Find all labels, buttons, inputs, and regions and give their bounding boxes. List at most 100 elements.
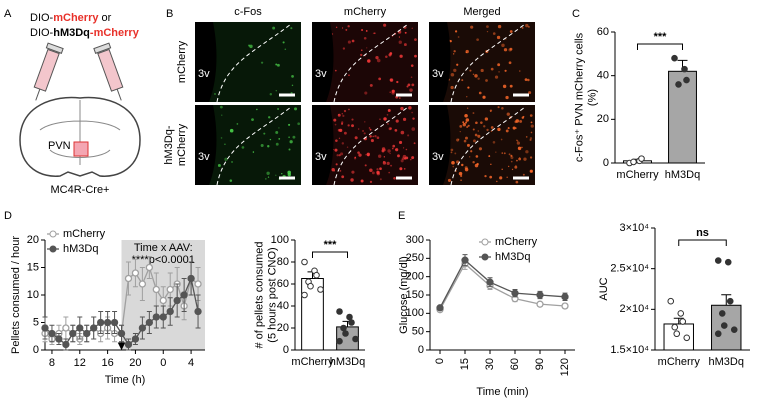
- signal-dot: [515, 164, 517, 167]
- column-label: c-Fos: [234, 6, 262, 18]
- signal-dot: [412, 117, 415, 120]
- signal-dot: [410, 64, 414, 67]
- data-point: [348, 319, 355, 326]
- region-label: 3v: [198, 151, 210, 163]
- signal-dot: [399, 97, 401, 99]
- signal-dot: [391, 147, 394, 150]
- y-axis-title: c-Fos⁺ PVN mCherry cells: [573, 32, 585, 162]
- signal-dot: [485, 79, 488, 82]
- signal-dot: [496, 35, 501, 40]
- y-tick-label: 2.5×10⁴: [610, 263, 649, 275]
- signal-dot: [467, 124, 470, 127]
- data-point: [301, 258, 308, 266]
- signal-dot: [414, 38, 417, 41]
- signal-dot: [404, 31, 407, 34]
- signal-dot: [375, 56, 379, 60]
- y-tick-label: 1.5×10⁴: [610, 344, 649, 356]
- signal-dot: [395, 148, 399, 152]
- signal-dot: [398, 40, 402, 44]
- x-tick-label: 120: [559, 358, 571, 376]
- signal-dot: [509, 30, 513, 33]
- signal-dot: [297, 122, 301, 126]
- signal-dot: [454, 152, 457, 155]
- signal-dot: [381, 149, 385, 153]
- y-tick-label: 3×10⁴: [619, 222, 649, 234]
- signal-dot: [272, 26, 276, 30]
- signal-dot: [268, 116, 271, 119]
- signal-dot: [499, 176, 503, 180]
- signal-dot: [462, 121, 465, 124]
- data-point: [726, 297, 734, 305]
- signal-dot: [363, 132, 366, 135]
- signal-dot: [477, 130, 479, 132]
- data-point: [336, 308, 343, 315]
- signal-dot: [509, 47, 513, 51]
- signal-dot: [525, 150, 529, 154]
- region-label: 3v: [432, 151, 444, 163]
- signal-dot: [484, 117, 489, 121]
- signal-dot: [456, 160, 460, 164]
- signal-dot: [411, 27, 413, 29]
- signal-dot: [525, 136, 528, 138]
- signal-dot: [519, 70, 521, 72]
- data-point: [69, 329, 77, 338]
- legend-label: hM3Dq: [495, 251, 530, 263]
- signal-dot: [389, 127, 393, 130]
- y-axis-title: Pellets consumed / hour: [10, 236, 22, 354]
- signal-dot: [515, 119, 519, 123]
- signal-dot: [469, 69, 472, 72]
- data-point: [41, 324, 49, 332]
- y-tick-label: 150: [406, 289, 424, 301]
- signal-dot: [530, 121, 533, 124]
- signal-dot: [463, 139, 467, 143]
- signal-dot: [350, 178, 354, 182]
- signal-dot: [241, 146, 245, 149]
- signal-dot: [278, 127, 280, 129]
- data-point: [671, 323, 679, 331]
- signal-dot: [529, 114, 533, 117]
- signal-dot: [464, 166, 468, 170]
- signal-dot: [470, 25, 474, 29]
- signal-dot: [474, 74, 478, 78]
- data-point: [336, 337, 343, 345]
- data-point: [173, 296, 181, 305]
- signal-dot: [480, 121, 483, 124]
- region-label: 3v: [315, 151, 327, 163]
- signal-dot: [461, 79, 464, 82]
- data-point: [194, 280, 202, 288]
- error-bar: [721, 294, 732, 306]
- signal-dot: [341, 175, 345, 179]
- signal-dot: [376, 136, 380, 140]
- signal-dot: [475, 155, 479, 158]
- signal-dot: [488, 155, 491, 157]
- significance-bracket: [637, 43, 683, 50]
- signal-dot: [376, 58, 381, 63]
- signal-dot: [260, 61, 264, 64]
- signal-dot: [354, 136, 358, 140]
- data-point: [313, 271, 320, 279]
- signal-dot: [360, 49, 363, 52]
- legend-marker: [481, 238, 489, 246]
- x-tick-label: 8: [49, 357, 55, 369]
- data-point: [301, 291, 308, 299]
- signal-dot: [474, 163, 479, 168]
- signal-dot: [503, 152, 506, 155]
- signal-dot: [267, 145, 270, 148]
- y-axis-title: Glucose (mg/dl): [398, 256, 410, 334]
- signal-dot: [387, 109, 391, 112]
- signal-dot: [369, 168, 373, 173]
- signal-dot: [275, 90, 277, 92]
- legend-label: hM3Dq: [63, 243, 98, 255]
- signal-dot: [335, 139, 338, 142]
- signal-dot: [466, 107, 469, 109]
- signal-dot: [284, 48, 287, 51]
- signal-dot: [248, 44, 251, 47]
- signal-dot: [335, 163, 338, 166]
- data-point: [138, 324, 147, 332]
- signal-dot: [251, 118, 254, 122]
- signal-dot: [465, 118, 470, 122]
- signal-dot: [400, 159, 404, 163]
- signal-dot: [496, 180, 498, 183]
- signal-dot: [494, 75, 499, 79]
- data-point: [673, 330, 681, 338]
